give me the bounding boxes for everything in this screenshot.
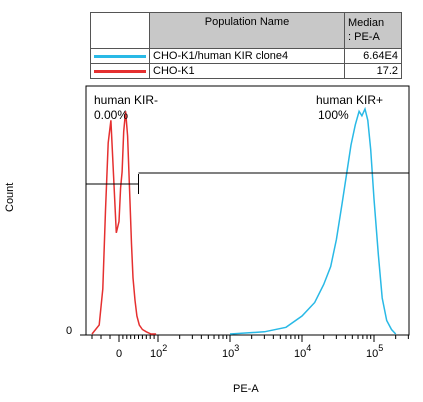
series-layer	[91, 106, 397, 335]
x-axis-label: PE-A	[233, 383, 259, 395]
x-tick-label: 103	[222, 343, 239, 360]
legend-swatch-cho-k1	[90, 63, 150, 79]
x-tick-label: 102	[150, 343, 167, 360]
legend-line-cho-k1	[94, 69, 146, 73]
legend-header-median-line2: : PE-A	[348, 31, 380, 43]
x-tick-label: 104	[294, 343, 311, 360]
gate-label-neg: human KIR-	[94, 93, 158, 107]
series-line-1	[91, 111, 157, 335]
legend-row: CHO-K1 17.2	[90, 63, 402, 79]
x-tick-label: 105	[366, 343, 383, 360]
y-tick-label-0: 0	[66, 325, 72, 337]
legend-header-median: Median : PE-A	[344, 12, 402, 49]
legend-header-median-line1: Median	[348, 17, 385, 29]
legend-row: CHO-K1/human KIR clone4 6.64E4	[90, 48, 402, 64]
legend-line-clone4	[94, 54, 146, 58]
legend-header-blank	[90, 12, 150, 49]
x-tick-label: 0	[116, 348, 122, 360]
gate-label-pos: human KIR+	[316, 93, 383, 107]
gate-percent-pos: 100%	[318, 108, 349, 122]
gate-layer	[86, 172, 409, 194]
legend-median-clone4: 6.64E4	[344, 48, 402, 64]
legend-table: Population Name Median: PE-A CHO-K1/huma…	[90, 12, 402, 79]
gate-percent-neg: 0.00%	[94, 108, 128, 122]
legend-median-cho-k1: 17.2	[344, 63, 402, 79]
series-line-0	[229, 106, 397, 335]
axis-layer: 0 102 103 104 105	[80, 334, 409, 360]
plot-frame	[85, 85, 410, 336]
